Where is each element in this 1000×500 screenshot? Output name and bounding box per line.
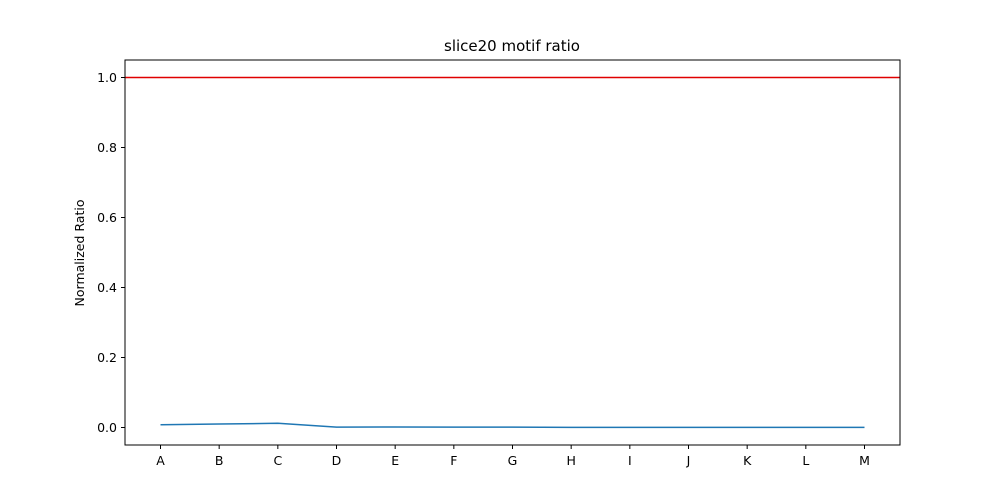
x-tick-label: M	[859, 453, 870, 468]
x-tick-label: D	[332, 453, 342, 468]
x-axis-ticks: A B C D E F G H I J K L M	[156, 445, 870, 468]
x-tick-label: A	[156, 453, 165, 468]
x-tick-label: G	[508, 453, 518, 468]
y-tick-label: 0.4	[97, 280, 117, 295]
x-tick-label: E	[391, 453, 399, 468]
x-tick-label: C	[273, 453, 282, 468]
x-tick-label: K	[743, 453, 752, 468]
plot-frame	[124, 59, 901, 446]
y-axis-ticks: 0.0 0.2 0.4 0.6 0.8 1.0	[97, 70, 125, 435]
y-axis-label: Normalized Ratio	[72, 200, 87, 307]
chart-title: slice20 motif ratio	[444, 37, 580, 55]
x-tick-label: L	[802, 453, 809, 468]
x-tick-label: I	[628, 453, 632, 468]
series-layer	[160, 422, 865, 429]
x-tick-label: B	[215, 453, 224, 468]
x-tick-label: F	[450, 453, 457, 468]
y-tick-label: 0.8	[97, 140, 117, 155]
y-tick-label: 0.6	[97, 210, 117, 225]
x-tick-label: J	[686, 453, 691, 468]
series-line	[160, 422, 865, 429]
x-tick-label: H	[566, 453, 575, 468]
y-tick-label: 1.0	[97, 70, 117, 85]
y-tick-label: 0.2	[97, 350, 117, 365]
y-tick-label: 0.0	[97, 420, 117, 435]
